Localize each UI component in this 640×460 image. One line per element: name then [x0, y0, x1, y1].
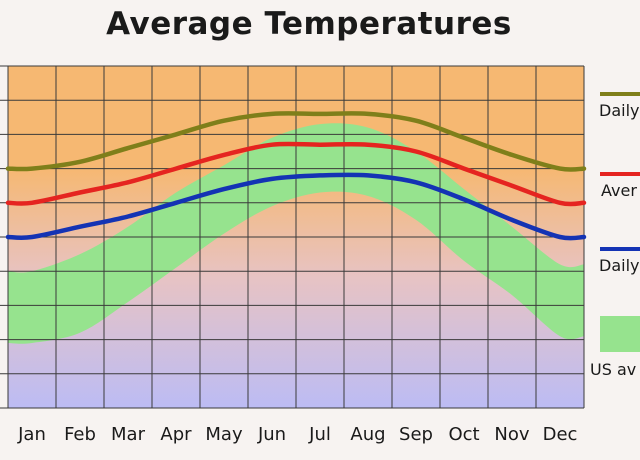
- x-tick-label: Sep: [399, 424, 433, 445]
- x-tick-label: Jun: [257, 424, 286, 445]
- x-tick-label: Jul: [308, 424, 331, 445]
- series-line-0: [5, 111, 587, 172]
- x-tick-label: Aug: [350, 424, 385, 445]
- grid-lines: [0, 65, 585, 409]
- chart-title: Average Temperatures: [106, 6, 512, 42]
- legend-label-us-average: US av: [590, 360, 637, 379]
- legend-swatches: [600, 92, 640, 352]
- x-tick-label: Oct: [448, 424, 479, 445]
- legend-label-daily-high: Daily: [599, 101, 640, 120]
- x-tick-label: May: [205, 424, 243, 445]
- series-line-2: [5, 172, 587, 241]
- x-tick-label: Feb: [64, 424, 96, 445]
- x-tick-label: Mar: [111, 424, 146, 445]
- x-tick-label: Apr: [160, 424, 192, 445]
- series-line-1: [5, 141, 587, 207]
- x-tick-labels: Jan Feb Mar Apr May Jun Jul Aug Sep Oct Nov Dec: [17, 424, 577, 445]
- x-tick-label: Dec: [543, 424, 578, 445]
- legend-swatch-band: [600, 316, 640, 352]
- x-tick-label: Jan: [17, 424, 46, 445]
- legend-label-average: Aver: [601, 181, 637, 200]
- series-lines: [5, 111, 587, 241]
- legend-label-daily-low: Daily: [599, 256, 640, 275]
- x-tick-label: Nov: [494, 424, 529, 445]
